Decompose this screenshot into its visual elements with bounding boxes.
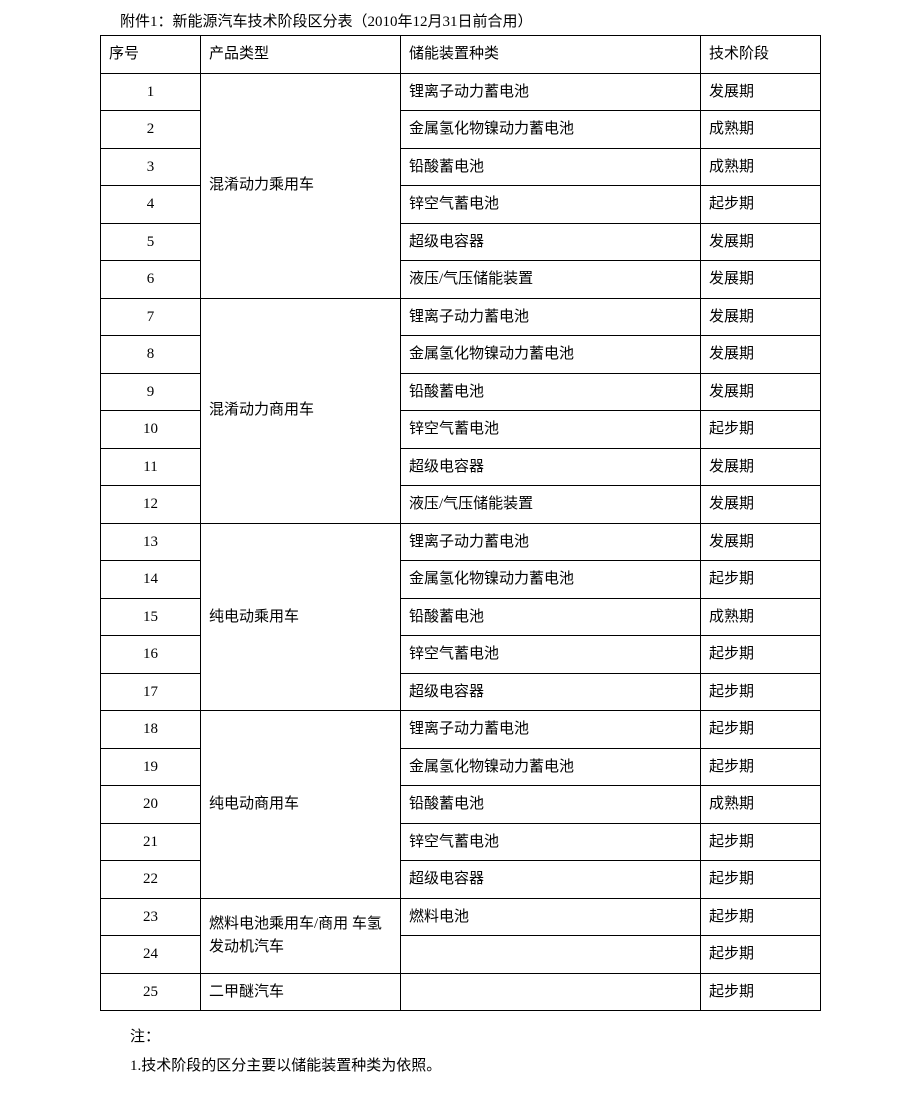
cell-stage: 发展期	[701, 448, 821, 486]
cell-storage: 锌空气蓄电池	[401, 823, 701, 861]
cell-storage: 铅酸蓄电池	[401, 373, 701, 411]
cell-stage: 起步期	[701, 636, 821, 674]
cell-storage: 锂离子动力蓄电池	[401, 298, 701, 336]
table-row: 18纯电动商用车锂离子动力蓄电池起步期	[101, 711, 821, 749]
attachment-title: 附件1：新能源汽车技术阶段区分表（2010年12月31日前合用）	[120, 10, 920, 31]
cell-seq: 9	[101, 373, 201, 411]
cell-stage: 发展期	[701, 486, 821, 524]
col-product: 产品类型	[201, 36, 401, 74]
cell-stage: 发展期	[701, 298, 821, 336]
cell-product: 燃料电池乘用车/商用 车氢发动机汽车	[201, 898, 401, 973]
cell-storage: 锌空气蓄电池	[401, 411, 701, 449]
cell-stage: 起步期	[701, 861, 821, 899]
cell-seq: 13	[101, 523, 201, 561]
cell-stage: 发展期	[701, 523, 821, 561]
cell-stage: 成熟期	[701, 148, 821, 186]
table-row: 13纯电动乘用车锂离子动力蓄电池发展期	[101, 523, 821, 561]
cell-seq: 12	[101, 486, 201, 524]
cell-stage: 起步期	[701, 673, 821, 711]
cell-storage: 金属氢化物镍动力蓄电池	[401, 336, 701, 374]
cell-stage: 发展期	[701, 373, 821, 411]
cell-seq: 21	[101, 823, 201, 861]
cell-seq: 15	[101, 598, 201, 636]
cell-seq: 2	[101, 111, 201, 149]
cell-product: 混淆动力乘用车	[201, 73, 401, 298]
table-body: 1混淆动力乘用车锂离子动力蓄电池发展期2金属氢化物镍动力蓄电池成熟期3铅酸蓄电池…	[101, 73, 821, 1011]
cell-seq: 10	[101, 411, 201, 449]
cell-seq: 7	[101, 298, 201, 336]
cell-stage: 起步期	[701, 186, 821, 224]
cell-seq: 19	[101, 748, 201, 786]
cell-stage: 起步期	[701, 898, 821, 936]
cell-seq: 6	[101, 261, 201, 299]
col-stage: 技术阶段	[701, 36, 821, 74]
col-seq: 序号	[101, 36, 201, 74]
cell-storage: 锌空气蓄电池	[401, 186, 701, 224]
cell-stage: 起步期	[701, 823, 821, 861]
cell-storage: 铅酸蓄电池	[401, 786, 701, 824]
col-storage: 储能装置种类	[401, 36, 701, 74]
cell-stage: 发展期	[701, 223, 821, 261]
cell-stage: 发展期	[701, 73, 821, 111]
cell-storage: 铅酸蓄电池	[401, 148, 701, 186]
cell-storage: 金属氢化物镍动力蓄电池	[401, 748, 701, 786]
document-page: 附件1：新能源汽车技术阶段区分表（2010年12月31日前合用） 序号 产品类型…	[0, 0, 920, 1100]
cell-product: 纯电动乘用车	[201, 523, 401, 711]
cell-seq: 20	[101, 786, 201, 824]
table-row: 1混淆动力乘用车锂离子动力蓄电池发展期	[101, 73, 821, 111]
cell-storage	[401, 936, 701, 974]
cell-seq: 14	[101, 561, 201, 599]
notes-line-1: 1.技术阶段的区分主要以储能装置种类为依照。	[130, 1052, 920, 1081]
cell-seq: 18	[101, 711, 201, 749]
cell-storage: 超级电容器	[401, 673, 701, 711]
cell-storage: 金属氢化物镍动力蓄电池	[401, 111, 701, 149]
cell-seq: 23	[101, 898, 201, 936]
cell-stage: 起步期	[701, 411, 821, 449]
table-row: 23燃料电池乘用车/商用 车氢发动机汽车燃料电池起步期	[101, 898, 821, 936]
cell-storage: 燃料电池	[401, 898, 701, 936]
cell-stage: 起步期	[701, 711, 821, 749]
cell-storage: 铅酸蓄电池	[401, 598, 701, 636]
cell-stage: 成熟期	[701, 111, 821, 149]
table-header-row: 序号 产品类型 储能装置种类 技术阶段	[101, 36, 821, 74]
cell-product: 二甲醚汽车	[201, 973, 401, 1011]
table-row: 25二甲醚汽车 起步期	[101, 973, 821, 1011]
cell-stage: 起步期	[701, 561, 821, 599]
cell-seq: 3	[101, 148, 201, 186]
tech-stage-table: 序号 产品类型 储能装置种类 技术阶段 1混淆动力乘用车锂离子动力蓄电池发展期2…	[100, 35, 821, 1011]
cell-stage: 起步期	[701, 748, 821, 786]
cell-stage: 发展期	[701, 336, 821, 374]
cell-storage	[401, 973, 701, 1011]
cell-seq: 4	[101, 186, 201, 224]
notes-block: 注： 1.技术阶段的区分主要以储能装置种类为依照。	[130, 1023, 920, 1080]
cell-storage: 液压/气压储能装置	[401, 486, 701, 524]
cell-seq: 8	[101, 336, 201, 374]
cell-stage: 起步期	[701, 936, 821, 974]
cell-stage: 发展期	[701, 261, 821, 299]
cell-seq: 24	[101, 936, 201, 974]
cell-storage: 金属氢化物镍动力蓄电池	[401, 561, 701, 599]
cell-stage: 成熟期	[701, 786, 821, 824]
table-row: 7混淆动力商用车锂离子动力蓄电池发展期	[101, 298, 821, 336]
cell-storage: 锂离子动力蓄电池	[401, 73, 701, 111]
cell-storage: 超级电容器	[401, 448, 701, 486]
cell-seq: 25	[101, 973, 201, 1011]
cell-stage: 起步期	[701, 973, 821, 1011]
cell-seq: 22	[101, 861, 201, 899]
cell-seq: 5	[101, 223, 201, 261]
cell-storage: 超级电容器	[401, 861, 701, 899]
cell-storage: 锌空气蓄电池	[401, 636, 701, 674]
cell-storage: 锂离子动力蓄电池	[401, 711, 701, 749]
notes-heading: 注：	[130, 1023, 920, 1052]
cell-seq: 11	[101, 448, 201, 486]
cell-stage: 成熟期	[701, 598, 821, 636]
cell-storage: 锂离子动力蓄电池	[401, 523, 701, 561]
cell-seq: 1	[101, 73, 201, 111]
cell-product: 混淆动力商用车	[201, 298, 401, 523]
cell-seq: 16	[101, 636, 201, 674]
cell-product: 纯电动商用车	[201, 711, 401, 899]
cell-seq: 17	[101, 673, 201, 711]
cell-storage: 超级电容器	[401, 223, 701, 261]
cell-storage: 液压/气压储能装置	[401, 261, 701, 299]
